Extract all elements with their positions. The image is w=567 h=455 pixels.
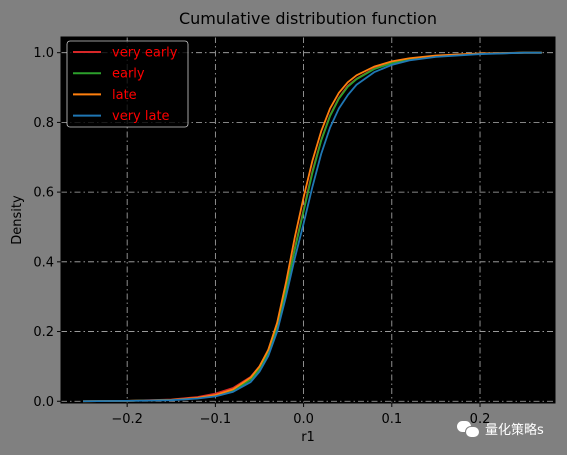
x-tick-label: 0.0 (293, 412, 314, 427)
y-tick-label: 0.6 (33, 186, 54, 201)
series-line-very-late (83, 51, 542, 403)
x-tick-label: 0.1 (381, 412, 402, 427)
legend-label: early (112, 67, 145, 82)
x-tick-label: −0.2 (111, 412, 143, 427)
legend-label: very early (112, 46, 178, 61)
y-tick-label: 0.0 (33, 395, 54, 410)
watermark: 量化策略s (457, 419, 544, 438)
x-axis-label: r1 (301, 430, 315, 445)
series-line-late (83, 51, 542, 403)
wechat-icon (457, 420, 480, 438)
x-tick-label: 0.2 (470, 412, 491, 427)
series-lines (83, 51, 542, 403)
y-tick-label: 0.4 (33, 255, 54, 270)
y-tick-label: 1.0 (33, 46, 54, 61)
plot-frame (60, 36, 556, 404)
legend-label: very late (112, 109, 170, 124)
legend: very early early late very late (66, 40, 189, 128)
y-tick-label: 0.8 (33, 116, 54, 131)
y-axis-label: Density (10, 195, 25, 245)
watermark-text: 量化策略s (485, 423, 544, 438)
x-tick-label: −0.1 (200, 412, 232, 427)
x-axis-ticks: −0.2 −0.1 0.0 0.1 0.2 (111, 403, 490, 427)
y-axis-ticks: 0.0 0.2 0.4 0.6 0.8 1.0 (33, 46, 61, 410)
y-tick-label: 0.2 (33, 325, 54, 340)
legend-label: late (112, 88, 137, 103)
chart-title: Cumulative distribution function (179, 9, 437, 28)
legend-box (66, 40, 189, 128)
